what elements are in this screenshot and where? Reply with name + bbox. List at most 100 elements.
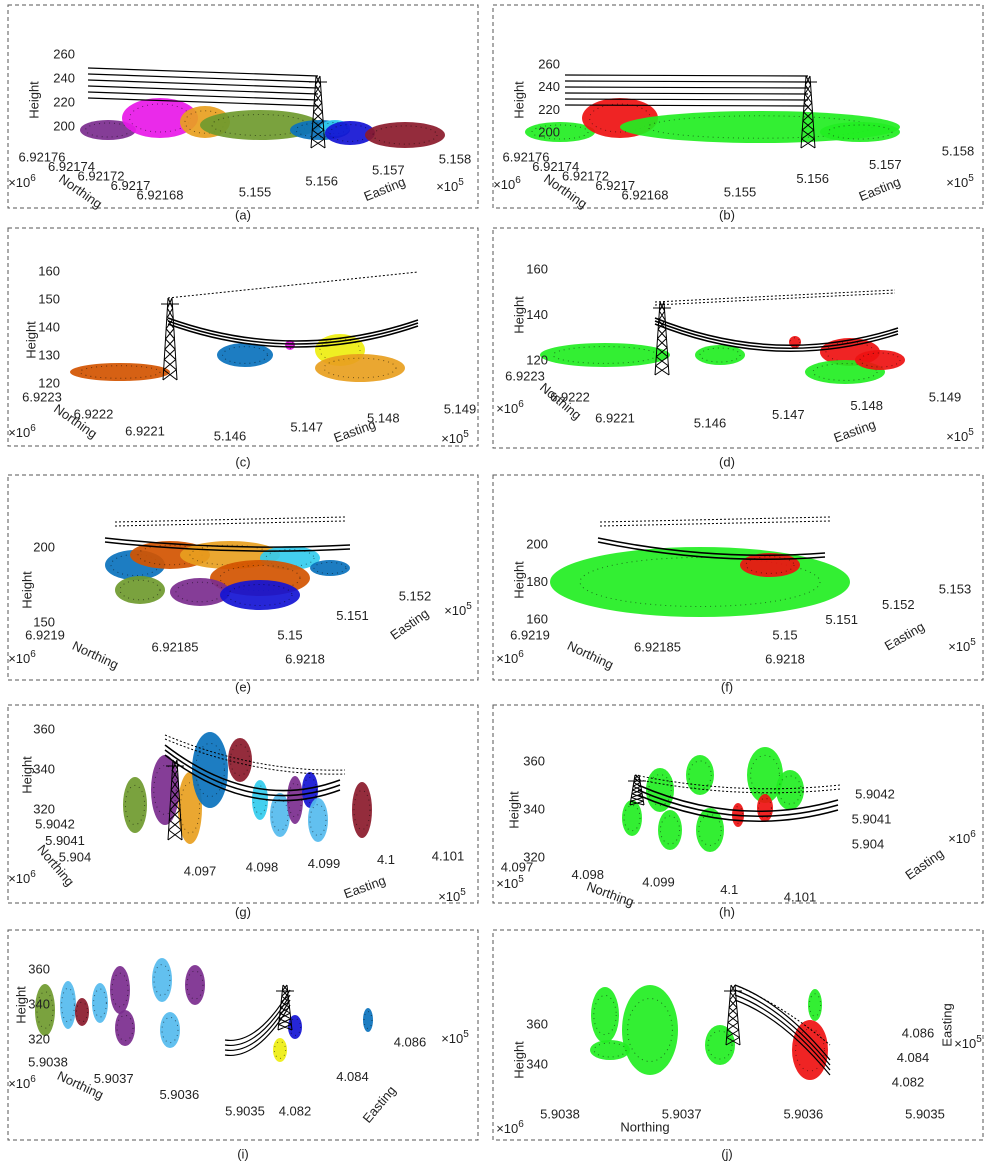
axis1-label: Northing [620, 1119, 669, 1134]
multiplier-exponent: 6 [30, 1074, 36, 1085]
axis2-tick-label: 5.15 [772, 627, 797, 642]
multiplier-base: ×10 [946, 429, 968, 444]
multiplier-exponent: 5 [976, 1034, 982, 1045]
multiplier-base: ×10 [8, 1076, 30, 1091]
multiplier-exponent: 6 [518, 649, 524, 660]
axis1-tick-label: 4.097 [501, 859, 534, 874]
point-cluster [92, 983, 108, 1023]
axis1-label: Northing [585, 879, 636, 910]
axis2-label: Easting [857, 174, 903, 204]
point-cluster [776, 770, 804, 810]
height-axis-label: Height [13, 986, 28, 1024]
axis2-tick-label: 4.097 [184, 863, 217, 878]
point-cluster [152, 958, 172, 1002]
axis2-tick-label: 5.147 [772, 407, 805, 422]
axis2-tick-label: 4.1 [377, 852, 395, 867]
axis2-tick-label: 5.9041 [852, 811, 892, 826]
axis2-label: Easting [902, 846, 946, 883]
height-axis-label: Height [506, 791, 521, 829]
multiplier: ×106 [496, 399, 524, 417]
axis1-tick-label: 6.92185 [152, 639, 199, 654]
height-tick-label: 240 [538, 79, 560, 94]
point-cluster [70, 363, 170, 381]
multiplier-exponent: 6 [518, 399, 524, 410]
panel: 260240220200Height6.921766.921746.921726… [493, 5, 983, 222]
multiplier-base: ×10 [496, 1121, 518, 1136]
axis2-tick-label: 5.146 [214, 428, 247, 443]
panel: 360340Height5.90385.90375.90365.9035Nort… [493, 930, 983, 1161]
axis2-tick-label: 5.153 [939, 581, 972, 596]
height-tick-label: 340 [33, 761, 55, 776]
height-tick-label: 200 [526, 536, 548, 551]
point-cluster [60, 981, 76, 1029]
height-tick-label: 260 [538, 56, 560, 71]
multiplier: ×105 [444, 601, 472, 619]
multiplier-exponent: 6 [970, 829, 976, 840]
height-tick-label: 220 [53, 94, 75, 109]
point-cluster [185, 965, 205, 1005]
point-cluster [315, 354, 405, 382]
axis2-tick-label: 4.098 [246, 860, 279, 875]
multiplier-exponent: 6 [30, 869, 36, 880]
multiplier-base: ×10 [8, 871, 30, 886]
axis2-tick-label: 5.149 [929, 389, 962, 404]
multiplier: ×105 [441, 429, 469, 447]
axis2-tick-label: 4.101 [432, 848, 465, 863]
panel: 160150140130120Height6.92236.92226.9221N… [8, 228, 478, 469]
height-tick-label: 160 [526, 261, 548, 276]
multiplier: ×105 [946, 427, 974, 445]
multiplier-base: ×10 [438, 889, 460, 904]
point-cluster [192, 732, 228, 808]
axis2-label: Easting [360, 1083, 399, 1126]
power-line [565, 87, 808, 88]
panel-border [8, 705, 478, 903]
axis1-label: Northing [565, 638, 616, 672]
point-cluster [352, 782, 372, 838]
multiplier: ×106 [496, 1119, 524, 1137]
pylon [628, 775, 646, 805]
power-line [115, 517, 345, 522]
point-cluster [855, 350, 905, 370]
multiplier-exponent: 5 [970, 637, 976, 648]
axis2-label: Easting [362, 174, 408, 204]
axis1-tick-label: 4.101 [784, 889, 817, 904]
height-tick-label: 240 [53, 70, 75, 85]
axis1-tick-label: 5.9041 [45, 833, 85, 848]
point-cluster [308, 798, 328, 842]
power-line [565, 93, 808, 94]
axis1-tick-label: 6.92168 [622, 187, 669, 202]
multiplier: ×106 [8, 649, 36, 667]
panel: 360340320Height4.0974.0984.0994.14.101No… [493, 705, 983, 919]
height-axis-label: Height [511, 296, 526, 334]
panel: 200180160Height6.92196.921856.9218Northi… [493, 475, 983, 694]
height-tick-label: 360 [523, 753, 545, 768]
height-tick-label: 140 [38, 319, 60, 334]
multiplier: ×105 [496, 874, 524, 892]
multiplier-exponent: 5 [466, 601, 472, 612]
axis2-tick-label: 4.086 [902, 1025, 935, 1040]
multiplier-exponent: 6 [30, 423, 36, 434]
multiplier: ×106 [8, 423, 36, 441]
height-tick-label: 200 [33, 539, 55, 554]
point-cluster [591, 987, 619, 1043]
axis1-label: Northing [70, 638, 121, 672]
height-axis-label: Height [19, 756, 34, 794]
point-cluster [115, 1010, 135, 1046]
axis2-tick-label: 5.9042 [855, 786, 895, 801]
multiplier-exponent: 6 [515, 175, 521, 186]
multiplier-base: ×10 [8, 425, 30, 440]
axis2-tick-label: 4.086 [394, 1034, 427, 1049]
height-axis-label: Height [19, 571, 34, 609]
height-tick-label: 360 [33, 721, 55, 736]
axis2-tick-label: 5.152 [882, 597, 915, 612]
multiplier-base: ×10 [441, 1031, 463, 1046]
height-tick-label: 360 [526, 1016, 548, 1031]
axis1-tick-label: 6.9221 [595, 410, 635, 425]
axis1-tick-label: 6.9221 [125, 423, 165, 438]
axis2-label: Easting [387, 606, 431, 643]
multiplier: ×105 [438, 887, 466, 905]
figure: 260240220200Height6.921766.921746.921726… [0, 0, 992, 1167]
height-tick-label: 340 [28, 996, 50, 1011]
point-cluster [310, 560, 350, 576]
multiplier-exponent: 5 [968, 173, 974, 184]
